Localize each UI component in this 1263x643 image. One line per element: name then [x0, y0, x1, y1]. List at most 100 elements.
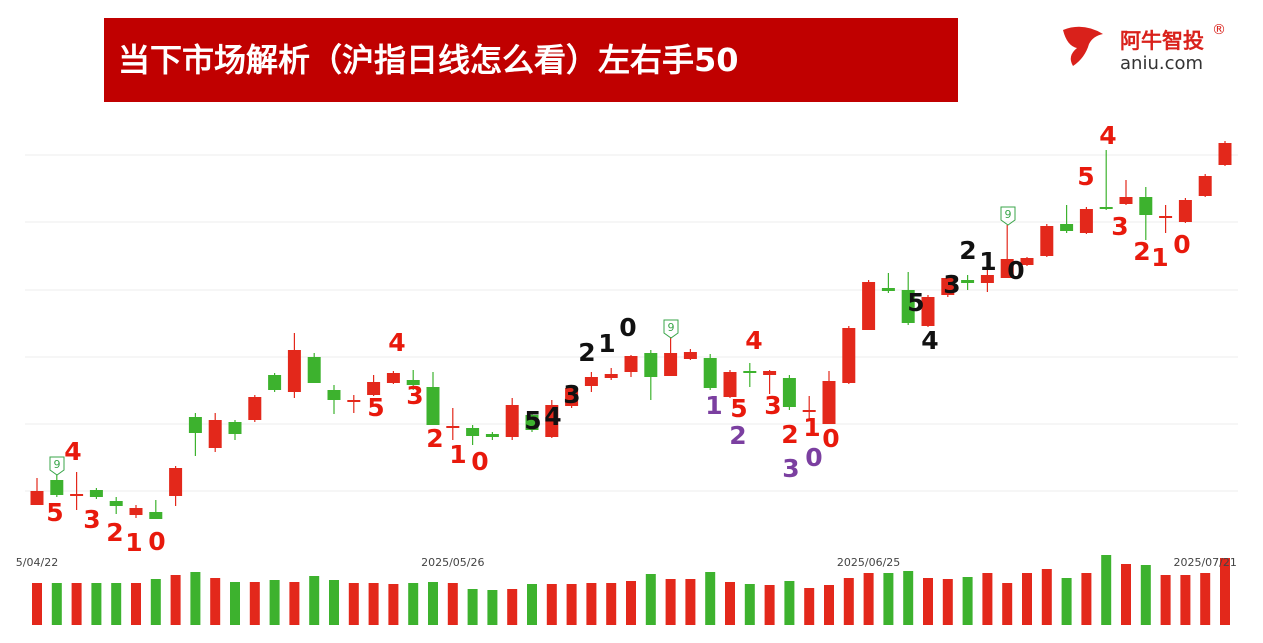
annotation: 0 [1007, 256, 1024, 285]
candle-body [505, 405, 519, 437]
volume-bar [665, 579, 676, 625]
candle-body [248, 397, 262, 420]
volume-bar [982, 573, 993, 625]
volume-bar [705, 572, 716, 625]
volume-bar [1220, 558, 1230, 625]
candle-body [50, 480, 64, 495]
annotation: 2 [729, 421, 746, 450]
chart-title: 当下市场解析（沪指日线怎么看）左右手50 [118, 41, 739, 79]
annotation: 3 [83, 505, 100, 534]
candle-body [980, 275, 994, 283]
candle-body [307, 357, 321, 383]
annotation: 2 [959, 236, 976, 265]
x-axis: 5/04/22 2025/05/26 2025/06/25 2025/07/21 [16, 556, 1237, 569]
volume-bar [744, 584, 755, 625]
candle-body [228, 422, 242, 434]
candle-body [921, 297, 935, 326]
volume-bar [249, 582, 260, 625]
annotation: 1 [1151, 243, 1168, 272]
volume-bar [1200, 573, 1211, 625]
x-tick-label: 5/04/22 [16, 556, 58, 569]
annotation: 4 [921, 326, 938, 355]
annotation: 4 [745, 326, 762, 355]
volume-bar [51, 583, 62, 625]
annotation: 9 [54, 458, 61, 471]
candle-body [169, 468, 183, 496]
candle-body [703, 358, 717, 388]
candle-body [683, 352, 697, 359]
candle-body [70, 494, 84, 496]
annotation: 3 [563, 380, 580, 409]
volume-bar [388, 584, 399, 625]
brand-site: aniu.com [1120, 53, 1203, 74]
candle-body [644, 353, 658, 377]
candle-body [327, 390, 341, 400]
volume-bar [1081, 573, 1092, 625]
annotation: 1 [803, 413, 820, 442]
candle-body [466, 428, 480, 436]
annotation: 1 [449, 440, 466, 469]
volume-bar [348, 583, 359, 625]
candle-body [1060, 224, 1074, 231]
volume-bar [428, 582, 438, 625]
annotation: 4 [1099, 121, 1116, 150]
volume-bar [1101, 555, 1112, 625]
annotation: 5 [46, 498, 63, 527]
volume-bar [1061, 578, 1072, 625]
volume-bar [447, 583, 458, 625]
candle-body [1119, 197, 1133, 204]
annotation: 5 [907, 288, 924, 317]
annotations: 4 9 5 3 2 1 0 4 5 3 2 1 0 5 4 3 2 1 0 9 … [46, 121, 1190, 557]
candle-body [347, 400, 361, 402]
x-tick-label: 2025/06/25 [837, 556, 900, 569]
volume-bar [586, 583, 597, 625]
annotation: 5 [524, 406, 541, 435]
volume-bar [725, 582, 735, 625]
volume-bar [309, 576, 320, 625]
volume-bar [546, 584, 557, 625]
annotation: 5 [730, 394, 747, 423]
annotation: 3 [943, 270, 960, 299]
annotation: 9 [668, 321, 675, 334]
candle-body [743, 371, 757, 373]
annotation: 4 [64, 437, 81, 466]
volume-bar [1121, 564, 1131, 625]
volume-bar [150, 579, 161, 625]
annotation: 1 [979, 247, 996, 276]
volume-bar [1140, 565, 1151, 625]
candle-body [1040, 226, 1054, 256]
candle-body [406, 380, 420, 385]
candle-body [961, 280, 975, 283]
annotation: 2 [578, 338, 595, 367]
candle-body [584, 377, 598, 386]
volume-bar [923, 578, 933, 625]
candle-body [268, 375, 282, 390]
annotation: 0 [619, 313, 636, 342]
candle-body [881, 288, 895, 291]
volume-bar [368, 583, 379, 625]
volume-bar [289, 582, 300, 625]
candle-body [802, 410, 816, 412]
volume-bar [843, 578, 854, 625]
volume-bar [408, 583, 419, 625]
volume-bar [942, 579, 953, 625]
candle-body [386, 373, 400, 383]
volume-bar [962, 577, 973, 625]
volume-bar [804, 588, 815, 625]
volume-bar [170, 575, 181, 625]
volume-bar [269, 580, 280, 625]
volume-bar [527, 584, 537, 625]
annotation: 9 [1005, 208, 1012, 221]
annotation: 0 [1173, 230, 1190, 259]
volume-bar [111, 583, 122, 625]
volume-bar [883, 573, 894, 625]
x-tick-label: 2025/07/21 [1173, 556, 1236, 569]
volume-bar [626, 581, 636, 625]
candle-body [565, 388, 579, 406]
badge [663, 319, 679, 339]
volume-bar [131, 583, 141, 625]
badge [49, 456, 65, 476]
candle-body [1079, 209, 1093, 233]
candle-body [1218, 143, 1232, 165]
